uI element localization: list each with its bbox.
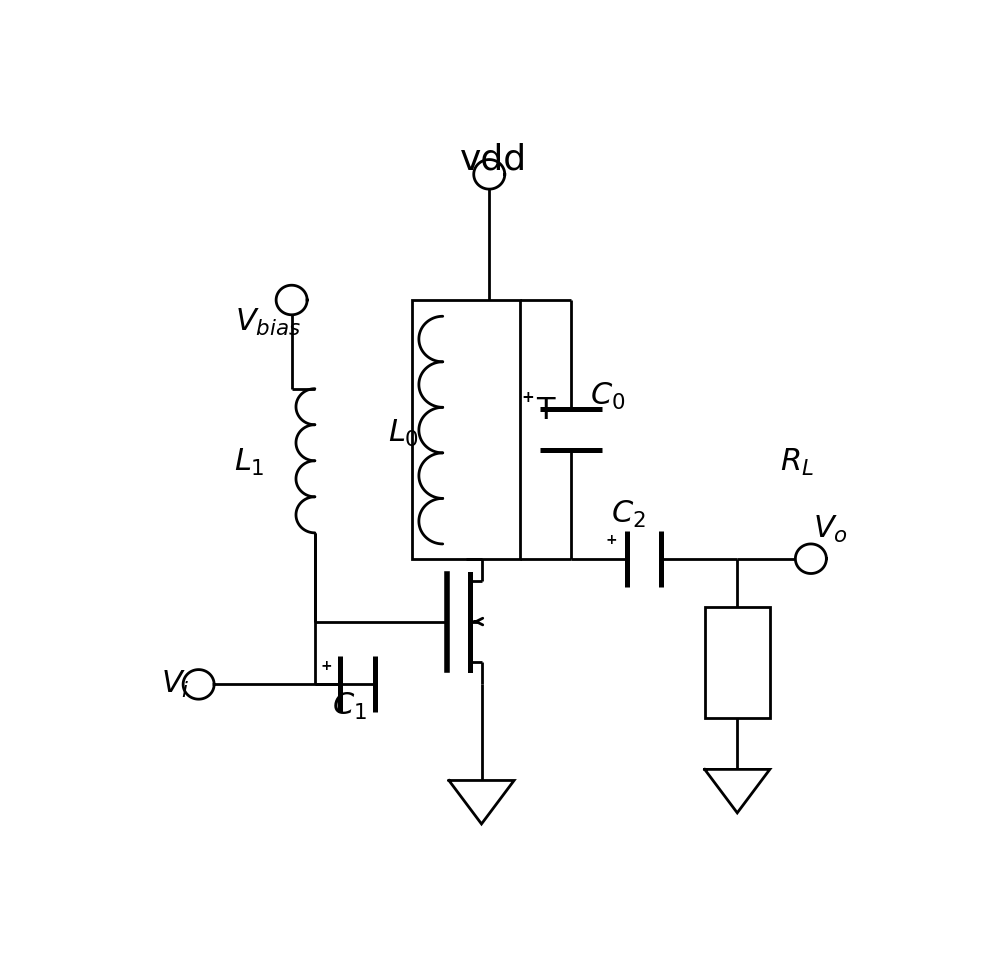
Text: +: + bbox=[321, 659, 332, 673]
Bar bbox=[705, 607, 770, 718]
Text: $C_2$: $C_2$ bbox=[611, 499, 646, 530]
Bar bbox=[412, 300, 520, 559]
Text: $C_0$: $C_0$ bbox=[590, 380, 625, 412]
Text: $V_i$: $V_i$ bbox=[161, 669, 190, 700]
Text: $L_0$: $L_0$ bbox=[388, 418, 420, 448]
Text: +: + bbox=[522, 390, 534, 405]
Text: $V_{bias}$: $V_{bias}$ bbox=[235, 306, 301, 338]
Text: +: + bbox=[606, 533, 618, 547]
Text: $C_1$: $C_1$ bbox=[332, 691, 367, 722]
Text: $L_1$: $L_1$ bbox=[234, 447, 264, 478]
Text: $R_L$: $R_L$ bbox=[780, 447, 814, 478]
Text: T: T bbox=[536, 396, 554, 425]
Text: $V_o$: $V_o$ bbox=[813, 514, 848, 544]
Text: vdd: vdd bbox=[460, 142, 527, 177]
